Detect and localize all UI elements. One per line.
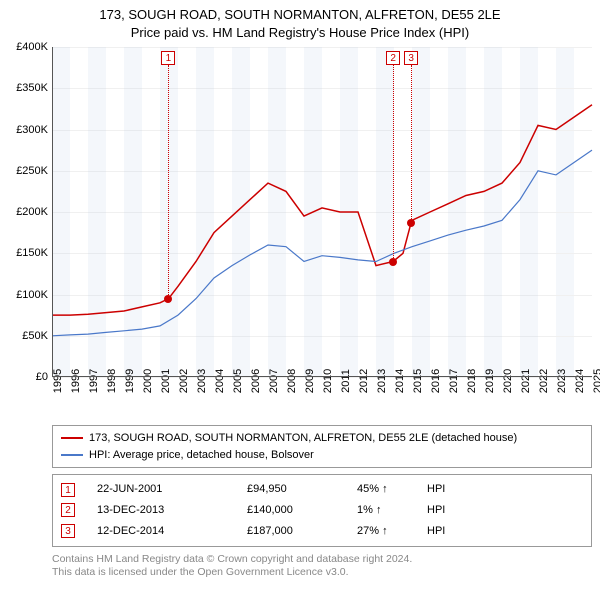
chart-lines [52, 47, 592, 377]
sales-row-date: 13-DEC-2013 [97, 500, 247, 521]
sale-marker-line [411, 65, 412, 223]
x-tick-label: 2017 [448, 369, 460, 393]
x-tick-label: 2010 [322, 369, 334, 393]
sales-row-date: 22-JUN-2001 [97, 479, 247, 500]
sales-row-hpi-label: HPI [427, 500, 445, 521]
y-tick-label: £250K [16, 165, 48, 177]
x-tick-label: 2003 [196, 369, 208, 393]
x-tick-label: 2007 [268, 369, 280, 393]
x-tick-label: 2012 [358, 369, 370, 393]
title-line-2: Price paid vs. HM Land Registry's House … [0, 24, 600, 42]
sales-table-row: 2 13-DEC-2013£140,0001% ↑HPI [61, 500, 583, 521]
x-baseline [52, 376, 592, 377]
x-tick-label: 2016 [430, 369, 442, 393]
x-tick-label: 2002 [178, 369, 190, 393]
sale-marker-line [393, 65, 394, 262]
sale-marker-dot [389, 258, 397, 266]
sales-row-marker: 3 [61, 524, 75, 538]
x-tick-label: 1995 [52, 369, 64, 393]
footer-line-1: Contains HM Land Registry data © Crown c… [52, 553, 592, 565]
sales-table: 122-JUN-2001£94,95045% ↑HPI213-DEC-2013£… [52, 474, 592, 547]
legend-item: 173, SOUGH ROAD, SOUTH NORMANTON, ALFRET… [61, 430, 583, 447]
sale-marker-line [168, 65, 169, 299]
y-tick-label: £0 [36, 371, 48, 383]
x-tick-label: 2020 [502, 369, 514, 393]
sales-table-row: 1 22-JUN-2001£94,95045% ↑HPI [61, 479, 583, 500]
series-line-hpi [52, 150, 592, 336]
legend-swatch [61, 437, 83, 439]
sales-row-pct: 45% ↑ [357, 479, 427, 500]
title-line-1: 173, SOUGH ROAD, SOUTH NORMANTON, ALFRET… [0, 6, 600, 24]
x-tick-label: 2023 [556, 369, 568, 393]
footer-line-2: This data is licensed under the Open Gov… [52, 566, 592, 578]
sales-row-date: 12-DEC-2014 [97, 521, 247, 542]
title-block: 173, SOUGH ROAD, SOUTH NORMANTON, ALFRET… [0, 0, 600, 41]
x-tick-label: 1997 [88, 369, 100, 393]
y-tick-label: £300K [16, 124, 48, 136]
legend-label: HPI: Average price, detached house, Bols… [89, 447, 314, 464]
x-tick-label: 2014 [394, 369, 406, 393]
sale-marker-dot [407, 219, 415, 227]
legend-label: 173, SOUGH ROAD, SOUTH NORMANTON, ALFRET… [89, 430, 517, 447]
y-tick-label: £100K [16, 289, 48, 301]
y-tick-label: £200K [16, 206, 48, 218]
x-tick-label: 2000 [142, 369, 154, 393]
x-tick-label: 2006 [250, 369, 262, 393]
sales-table-row: 3 12-DEC-2014£187,00027% ↑HPI [61, 521, 583, 542]
plot-area: £0£50K£100K£150K£200K£250K£300K£350K£400… [52, 47, 592, 377]
x-tick-label: 2009 [304, 369, 316, 393]
sales-row-hpi-label: HPI [427, 521, 445, 542]
x-tick-label: 1998 [106, 369, 118, 393]
y-tick-label: £50K [22, 330, 48, 342]
x-tick-label: 2024 [574, 369, 586, 393]
sales-row-hpi-label: HPI [427, 479, 445, 500]
sales-row-price: £140,000 [247, 500, 357, 521]
x-tick-label: 2013 [376, 369, 388, 393]
y-tick-label: £400K [16, 41, 48, 53]
x-axis: 1995199619971998199920002001200220032004… [52, 377, 592, 417]
y-axis: £0£50K£100K£150K£200K£250K£300K£350K£400… [0, 47, 50, 377]
sales-row-price: £187,000 [247, 521, 357, 542]
x-tick-label: 2005 [232, 369, 244, 393]
x-tick-label: 2018 [466, 369, 478, 393]
legend-swatch [61, 454, 83, 456]
sale-marker-dot [164, 295, 172, 303]
chart-container: 173, SOUGH ROAD, SOUTH NORMANTON, ALFRET… [0, 0, 600, 578]
x-tick-label: 1999 [124, 369, 136, 393]
x-tick-label: 2019 [484, 369, 496, 393]
y-baseline [52, 47, 53, 377]
y-tick-label: £350K [16, 82, 48, 94]
sales-row-price: £94,950 [247, 479, 357, 500]
sales-row-marker: 1 [61, 483, 75, 497]
legend: 173, SOUGH ROAD, SOUTH NORMANTON, ALFRET… [52, 425, 592, 468]
x-tick-label: 2011 [340, 369, 352, 393]
x-tick-label: 2001 [160, 369, 172, 393]
sales-row-pct: 27% ↑ [357, 521, 427, 542]
sale-marker-box: 3 [404, 51, 418, 65]
sales-row-pct: 1% ↑ [357, 500, 427, 521]
x-tick-label: 2004 [214, 369, 226, 393]
x-tick-label: 1996 [70, 369, 82, 393]
x-tick-label: 2025 [592, 369, 600, 393]
x-tick-label: 2022 [538, 369, 550, 393]
legend-item: HPI: Average price, detached house, Bols… [61, 447, 583, 464]
y-tick-label: £150K [16, 247, 48, 259]
sale-marker-box: 2 [386, 51, 400, 65]
x-tick-label: 2015 [412, 369, 424, 393]
x-tick-label: 2008 [286, 369, 298, 393]
x-tick-label: 2021 [520, 369, 532, 393]
sale-marker-box: 1 [161, 51, 175, 65]
sales-row-marker: 2 [61, 503, 75, 517]
